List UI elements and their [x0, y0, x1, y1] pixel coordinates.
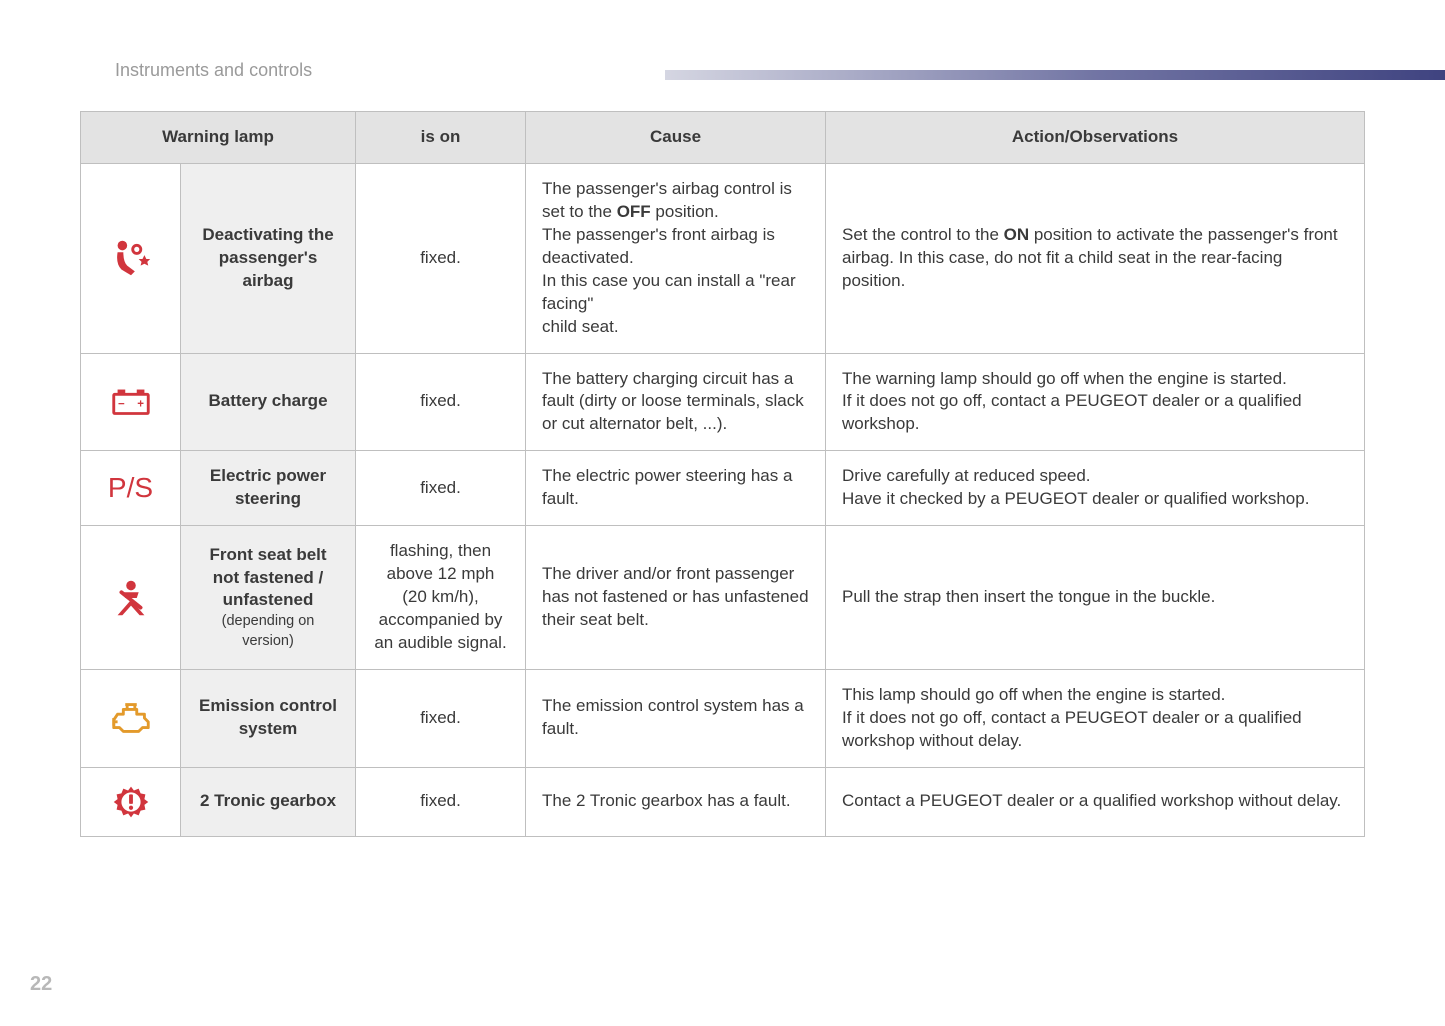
- lamp-icon-cell: P/S: [81, 451, 181, 526]
- lamp-icon-cell: [81, 353, 181, 451]
- manual-page: Instruments and controls Warning lamp is…: [0, 0, 1445, 1026]
- table-row: P/S Electric power steeringfixed.The elec…: [81, 451, 1365, 526]
- col-cause: Cause: [526, 112, 826, 164]
- lamp-icon-cell: [81, 767, 181, 836]
- table-row: Deactivating the passenger's airbagfixed…: [81, 163, 1365, 353]
- warning-lamp-table: Warning lamp is on Cause Action/Observat…: [80, 111, 1365, 837]
- lamp-action: Set the control to the ON position to ac…: [826, 163, 1365, 353]
- lamp-name: Electric power steering: [181, 451, 356, 526]
- lamp-action: Contact a PEUGEOT dealer or a qualified …: [826, 767, 1365, 836]
- power-steering-icon: P/S: [108, 472, 153, 503]
- lamp-cause: The passenger's airbag control is set to…: [526, 163, 826, 353]
- lamp-name: Front seat belt not fastened / unfastene…: [181, 526, 356, 670]
- lamp-is-on: fixed.: [356, 163, 526, 353]
- lamp-cause: The 2 Tronic gearbox has a fault.: [526, 767, 826, 836]
- lamp-name: Deactivating the passenger's airbag: [181, 163, 356, 353]
- table-row: Battery chargefixed.The battery charging…: [81, 353, 1365, 451]
- lamp-action: Pull the strap then insert the tongue in…: [826, 526, 1365, 670]
- lamp-icon-cell: [81, 526, 181, 670]
- lamp-is-on: fixed.: [356, 669, 526, 767]
- lamp-name: 2 Tronic gearbox: [181, 767, 356, 836]
- lamp-name: Battery charge: [181, 353, 356, 451]
- table-row: Front seat belt not fastened / unfastene…: [81, 526, 1365, 670]
- col-warning-lamp: Warning lamp: [81, 112, 356, 164]
- table-header-row: Warning lamp is on Cause Action/Observat…: [81, 112, 1365, 164]
- table-row: Emission control systemfixed.The emissio…: [81, 669, 1365, 767]
- lamp-cause: The electric power steering has a fault.: [526, 451, 826, 526]
- table-row: 2 Tronic gearboxfixed.The 2 Tronic gearb…: [81, 767, 1365, 836]
- lamp-cause: The battery charging circuit has a fault…: [526, 353, 826, 451]
- lamp-icon-cell: [81, 163, 181, 353]
- lamp-icon-cell: [81, 669, 181, 767]
- lamp-is-on: fixed.: [356, 353, 526, 451]
- lamp-cause: The driver and/or front passenger has no…: [526, 526, 826, 670]
- col-action: Action/Observations: [826, 112, 1365, 164]
- lamp-action: Drive carefully at reduced speed.Have it…: [826, 451, 1365, 526]
- col-is-on: is on: [356, 112, 526, 164]
- seatbelt-icon: [108, 578, 154, 618]
- battery-icon: [108, 382, 154, 422]
- lamp-action: This lamp should go off when the engine …: [826, 669, 1365, 767]
- airbag-off-icon: [108, 238, 154, 278]
- lamp-cause: The emission control system has a fault.: [526, 669, 826, 767]
- engine-icon: [108, 698, 154, 738]
- gear-icon: [108, 782, 154, 822]
- lamp-is-on: fixed.: [356, 767, 526, 836]
- lamp-is-on: flashing, then above 12 mph (20 km/h), a…: [356, 526, 526, 670]
- page-number: 22: [30, 973, 52, 996]
- lamp-action: The warning lamp should go off when the …: [826, 353, 1365, 451]
- header-stripe: [665, 70, 1445, 80]
- lamp-is-on: fixed.: [356, 451, 526, 526]
- lamp-name: Emission control system: [181, 669, 356, 767]
